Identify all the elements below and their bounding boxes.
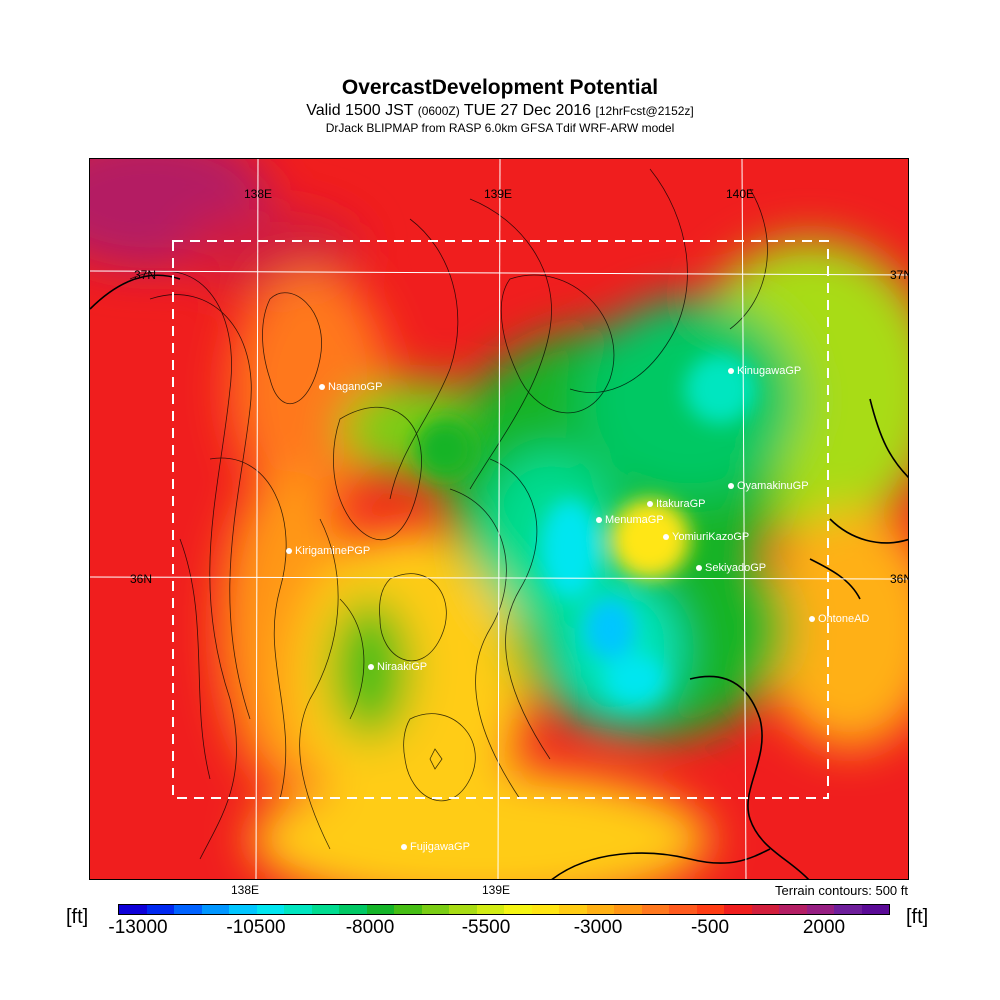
- colorbar-segment: [861, 905, 889, 914]
- lon-label-bottom-139: 139E: [482, 883, 511, 897]
- site-label: KinugawaGP: [737, 365, 802, 377]
- coastline: [90, 274, 908, 879]
- valid-main: Valid 1500 JST: [306, 102, 414, 119]
- colorbar-label: -5500: [461, 917, 511, 938]
- colorbar-segment: [421, 905, 449, 914]
- site-marker: YomiuriKazoGP: [663, 531, 749, 543]
- lat-label-right-37: 37N: [890, 268, 908, 282]
- site-dot-icon: [728, 368, 734, 375]
- colorbar-segment: [531, 905, 559, 914]
- site-marker: OyamakinuGP: [728, 480, 809, 492]
- colorbar-segment: [614, 905, 642, 914]
- colorbar-label: 2000: [802, 917, 846, 938]
- site-dot-icon: [286, 548, 292, 555]
- colorbar-segment: [174, 905, 202, 914]
- site-label: OhtoneAD: [818, 613, 870, 625]
- colorbar-segment: [504, 905, 532, 914]
- field-map: [90, 159, 908, 879]
- inner-domain-box: [172, 240, 829, 799]
- colorbar-segment: [669, 905, 697, 914]
- colorbar-segment: [449, 905, 477, 914]
- unit-label-left: [ft]: [66, 906, 89, 928]
- site-marker: OhtoneAD: [809, 613, 869, 625]
- colorbar-segment: [366, 905, 394, 914]
- site-marker: KinugawaGP: [728, 365, 801, 377]
- colorbar-segment: [779, 905, 807, 914]
- valid-time-line: Valid 1500 JST (0600Z) TUE 27 Dec 2016 […: [0, 102, 1000, 120]
- terrain-contour-note: Terrain contours: 500 ft: [775, 883, 908, 898]
- colorbar-segment: [834, 905, 862, 914]
- colorbar-segment: [394, 905, 422, 914]
- colorbar-segment: [751, 905, 779, 914]
- colorbar-segment: [146, 905, 174, 914]
- site-label: NaganoGP: [328, 381, 383, 393]
- site-dot-icon: [809, 616, 815, 623]
- site-dot-icon: [728, 483, 734, 490]
- site-marker: SekiyadoGP: [696, 562, 766, 574]
- colorbar-segment: [724, 905, 752, 914]
- site-label: OyamakinuGP: [737, 480, 809, 492]
- colorbar-label: -8000: [345, 917, 395, 938]
- site-dot-icon: [647, 501, 653, 508]
- colorbar-label: -10500: [226, 917, 286, 938]
- lat-label-left-37: 37N: [134, 268, 157, 282]
- colorbar-segment: [256, 905, 284, 914]
- chart-title: OvercastDevelopment Potential: [341, 76, 659, 99]
- site-label: SekiyadoGP: [705, 562, 767, 574]
- colorbar: [118, 904, 890, 915]
- site-dot-icon: [596, 517, 602, 524]
- model-info: DrJack BLIPMAP from RASP 6.0km GFSA Tdif…: [325, 121, 675, 135]
- colorbar-segment: [559, 905, 587, 914]
- lon-label-bottom-138: 138E: [231, 883, 260, 897]
- site-label: NiraakiGP: [377, 661, 428, 673]
- colorbar-segment: [586, 905, 614, 914]
- lat-label-right-36: 36N: [890, 572, 908, 586]
- site-label: YomiuriKazoGP: [672, 531, 750, 543]
- colorbar-segment: [476, 905, 504, 914]
- forecast-info: [12hrFcst@2152z]: [595, 104, 694, 118]
- colorbar-label: -13000: [108, 917, 168, 938]
- colorbar-segment: [806, 905, 834, 914]
- colorbar-segment: [339, 905, 367, 914]
- field-highlights: [415, 354, 755, 704]
- colorbar-segment: [284, 905, 312, 914]
- lon-label-top-139: 139E: [484, 187, 513, 201]
- site-marker: KirigaminePGP: [286, 545, 370, 557]
- colorbar-segment: [119, 905, 147, 914]
- lat-label-left-36: 36N: [130, 572, 153, 586]
- site-marker: FujigawaGP: [401, 841, 470, 853]
- valid-zulu: (0600Z): [417, 104, 460, 118]
- field-regions: [90, 159, 908, 879]
- site-dot-icon: [663, 534, 669, 541]
- site-label: KirigaminePGP: [295, 545, 371, 557]
- site-marker: MenumaGP: [596, 514, 664, 526]
- map-plot: 138E 139E 140E 37N 37N 36N 36N NaganoGP …: [89, 158, 909, 880]
- site-dot-icon: [401, 844, 407, 851]
- lon-label-top-138: 138E: [244, 187, 273, 201]
- lon-label-top-140: 140E: [726, 187, 755, 201]
- colorbar-segment: [696, 905, 724, 914]
- site-marker: ItakuraGP: [647, 498, 706, 510]
- site-dot-icon: [319, 384, 325, 391]
- site-dot-icon: [368, 664, 374, 671]
- colorbar-label: -500: [690, 917, 730, 938]
- unit-label-right: [ft]: [906, 906, 929, 928]
- colorbar-segment: [201, 905, 229, 914]
- site-label: MenumaGP: [605, 514, 664, 526]
- colorbar-segment: [229, 905, 257, 914]
- terrain-contours: [129, 168, 768, 860]
- site-marker: NaganoGP: [319, 381, 382, 393]
- site-label: FujigawaGP: [410, 841, 470, 853]
- valid-date: TUE 27 Dec 2016: [463, 102, 592, 119]
- colorbar-label: -3000: [573, 917, 623, 938]
- site-dot-icon: [696, 565, 702, 572]
- site-marker: NiraakiGP: [368, 661, 427, 673]
- site-label: ItakuraGP: [656, 498, 706, 510]
- colorbar-segment: [311, 905, 339, 914]
- graticule: [90, 159, 908, 879]
- colorbar-segment: [641, 905, 669, 914]
